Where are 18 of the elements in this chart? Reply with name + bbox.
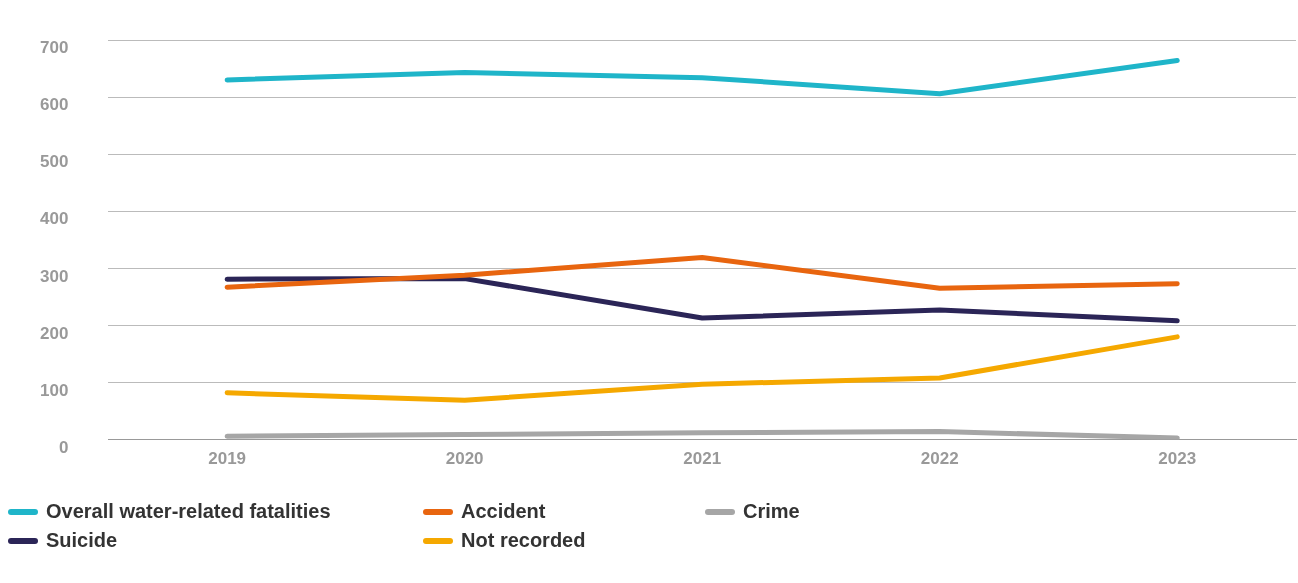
x-tick-label: 2020: [445, 449, 484, 469]
legend-label: Accident: [461, 500, 546, 523]
x-tick-label: 2022: [920, 449, 959, 469]
y-tick-label: 300: [39, 266, 69, 286]
y-tick-label: 400: [39, 209, 69, 229]
y-tick-label: 100: [39, 380, 69, 400]
y-tick-label: 200: [39, 323, 69, 343]
legend-label: Crime: [743, 500, 800, 523]
legend-label: Overall water-related fatalities: [46, 500, 331, 523]
x-tick-label: 2019: [208, 449, 247, 469]
x-tick-label: 2021: [683, 449, 722, 469]
legend-label: Suicide: [46, 529, 118, 552]
y-tick-label: 0: [58, 437, 69, 457]
y-tick-label: 600: [39, 95, 69, 115]
legend-label: Not recorded: [461, 529, 586, 552]
x-tick-label: 2023: [1158, 449, 1197, 469]
y-tick-label: 500: [39, 152, 69, 172]
y-tick-label: 700: [39, 38, 69, 58]
